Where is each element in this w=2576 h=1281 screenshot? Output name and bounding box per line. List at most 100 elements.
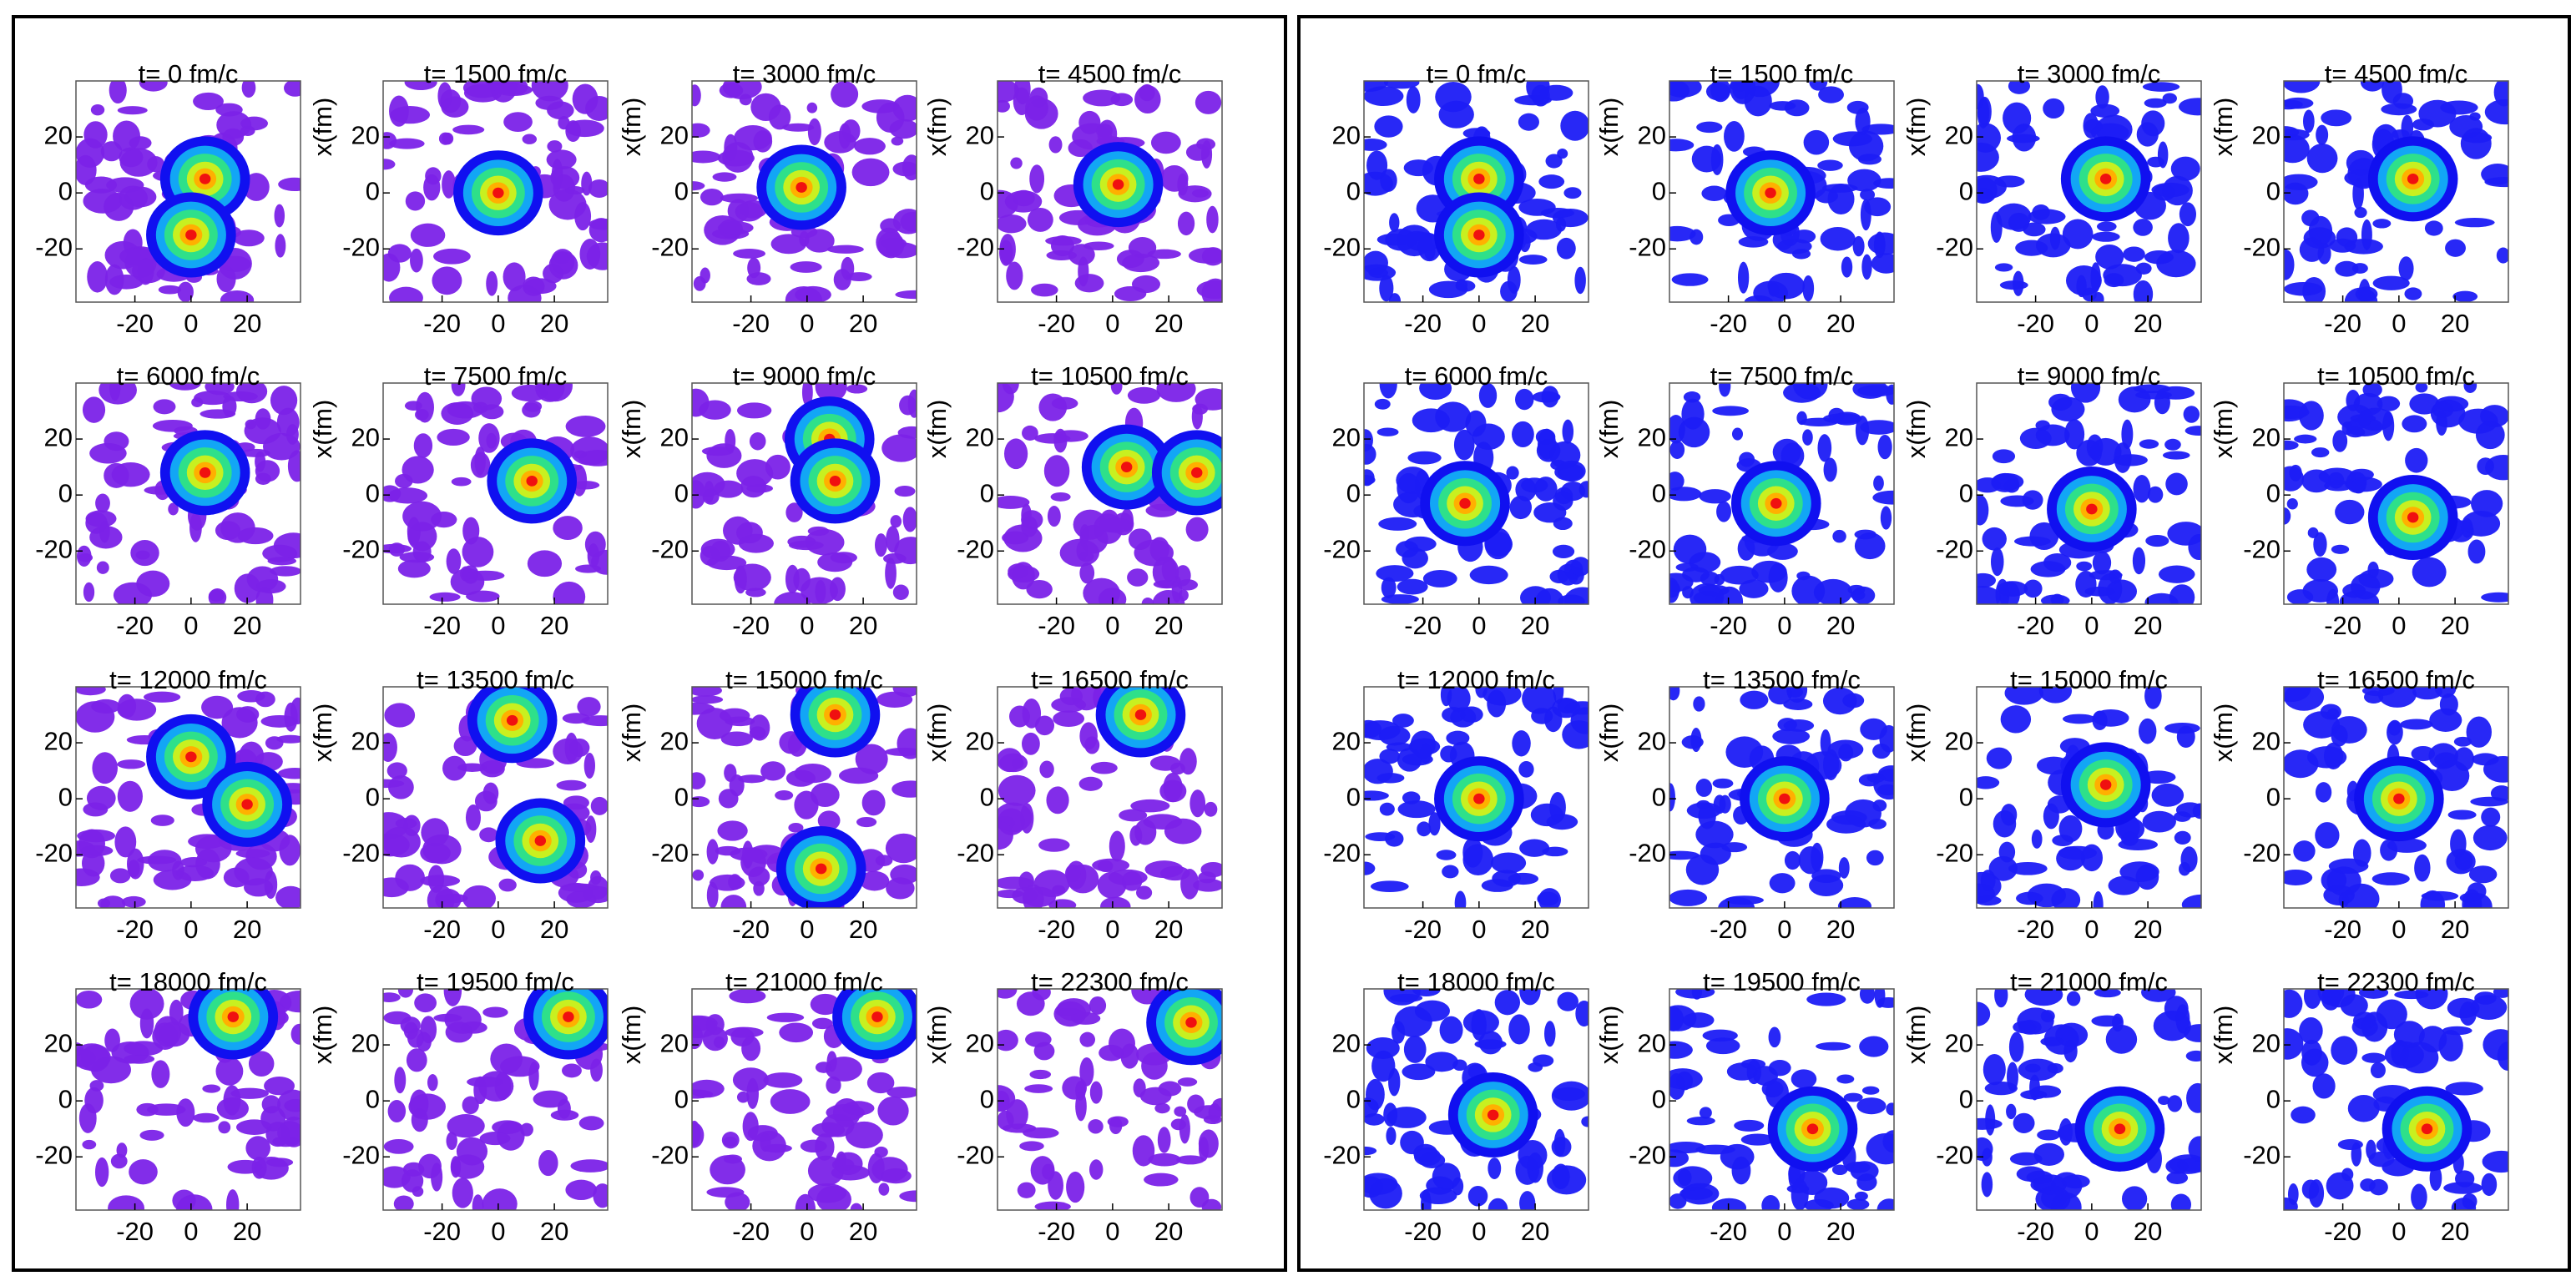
y-tick-label: 20 <box>351 120 380 149</box>
noise-blob <box>1050 492 1071 502</box>
x-tick-label: 20 <box>1154 309 1183 338</box>
noise-blob <box>113 120 141 152</box>
noise-blob <box>402 814 421 837</box>
noise-blob <box>1089 1081 1103 1104</box>
hotspot <box>487 438 578 524</box>
noise-blob <box>248 1051 275 1077</box>
noise-blob <box>1147 249 1181 260</box>
noise-blob <box>1127 386 1161 404</box>
hotspot <box>2074 1086 2165 1172</box>
noise-blob <box>794 764 831 784</box>
noise-blob <box>1122 253 1160 273</box>
noise-blob <box>416 1031 432 1052</box>
x-tick-label: -20 <box>1404 611 1442 640</box>
y-tick-label: 20 <box>1332 726 1361 755</box>
plot-frame <box>1669 382 1895 605</box>
noise-blob <box>121 895 146 908</box>
noise-blob <box>275 885 301 908</box>
noise-blob <box>1160 165 1189 192</box>
noise-blob <box>2056 846 2085 871</box>
y-tick-label: -20 <box>1629 1140 1666 1169</box>
noise-blob <box>2008 81 2031 94</box>
noise-blob <box>699 400 731 420</box>
y-tick-label: 20 <box>44 120 73 149</box>
noise-blob <box>2064 419 2085 450</box>
plot-frame <box>1976 988 2202 1211</box>
noise-blob <box>1134 85 1161 113</box>
noise-blob <box>531 81 568 102</box>
hotspot <box>775 826 866 908</box>
noise-blob <box>1882 1130 1894 1153</box>
noise-blob <box>902 507 917 532</box>
noise-blob <box>1581 1116 1589 1127</box>
noise-blob <box>706 443 742 468</box>
y-tick-label: 0 <box>58 176 73 205</box>
noise-blob <box>1734 1119 1765 1132</box>
plot-frame <box>75 686 301 909</box>
x-tick-label: 0 <box>800 1217 814 1246</box>
noise-blob <box>1545 154 1563 169</box>
noise-blob <box>998 214 1027 234</box>
noise-blob <box>393 1195 414 1210</box>
noise-blob <box>725 1192 750 1210</box>
noise-blob <box>1738 236 1769 248</box>
x-tick-label: 20 <box>849 1217 877 1246</box>
noise-blob <box>462 537 494 567</box>
noise-blob <box>583 752 596 779</box>
noise-blob <box>1871 253 1894 274</box>
subplot: t= 6000 fm/c -20 0 20 -20 0 20 <box>1323 361 1589 640</box>
noise-blob <box>1726 1062 1758 1081</box>
noise-blob <box>389 286 423 302</box>
noise-blob <box>733 249 766 259</box>
noise-blob <box>2091 1015 2123 1027</box>
noise-blob <box>2409 393 2440 415</box>
noise-blob <box>2428 743 2458 769</box>
noise-blob <box>1811 842 1824 872</box>
noise-blob <box>1158 1081 1182 1097</box>
noise-blob <box>416 391 434 423</box>
noise-blob <box>1008 565 1040 583</box>
noise-blob <box>1877 434 1892 460</box>
plot-area <box>383 81 608 302</box>
noise-blob <box>1718 896 1755 908</box>
x-tick-label: 0 <box>1105 611 1119 640</box>
noise-blob <box>383 992 401 1003</box>
noise-blob <box>1068 139 1093 158</box>
x-tick-label: 20 <box>1154 611 1183 640</box>
noise-blob <box>188 834 226 850</box>
noise-blob <box>1705 1037 1740 1055</box>
noise-blob <box>1176 1155 1205 1165</box>
noise-blob <box>2316 124 2329 145</box>
noise-blob <box>817 552 853 572</box>
noise-blob <box>2289 464 2302 482</box>
noise-blob <box>2106 579 2138 603</box>
noise-blob <box>270 566 301 577</box>
noise-blob <box>1109 1028 1135 1059</box>
noise-blob <box>2293 840 2316 862</box>
noise-blob <box>1823 749 1840 781</box>
noise-blob <box>1078 776 1103 791</box>
noise-blob <box>389 138 425 149</box>
noise-blob <box>899 1190 917 1203</box>
noise-blob <box>1177 1077 1198 1087</box>
noise-blob <box>1538 174 1565 189</box>
noise-blob <box>104 1028 120 1052</box>
noise-blob <box>270 386 298 416</box>
noise-blob <box>1669 415 1685 444</box>
plot-area <box>2284 81 2508 302</box>
noise-blob <box>78 553 93 562</box>
noise-blob <box>397 559 431 578</box>
noise-blob <box>753 130 773 153</box>
noise-blob <box>1376 773 1405 784</box>
contour-level <box>185 751 197 763</box>
noise-blob <box>143 691 181 703</box>
hotspot <box>1767 1086 1858 1172</box>
noise-blob <box>2136 122 2159 147</box>
noise-blob <box>383 132 397 149</box>
x-tick-label: 20 <box>849 915 877 944</box>
plot-frame <box>382 382 609 605</box>
noise-blob <box>720 193 759 204</box>
noise-blob <box>1802 275 1815 302</box>
x-tick-label: 20 <box>1521 1217 1549 1246</box>
noise-blob <box>570 1159 608 1173</box>
